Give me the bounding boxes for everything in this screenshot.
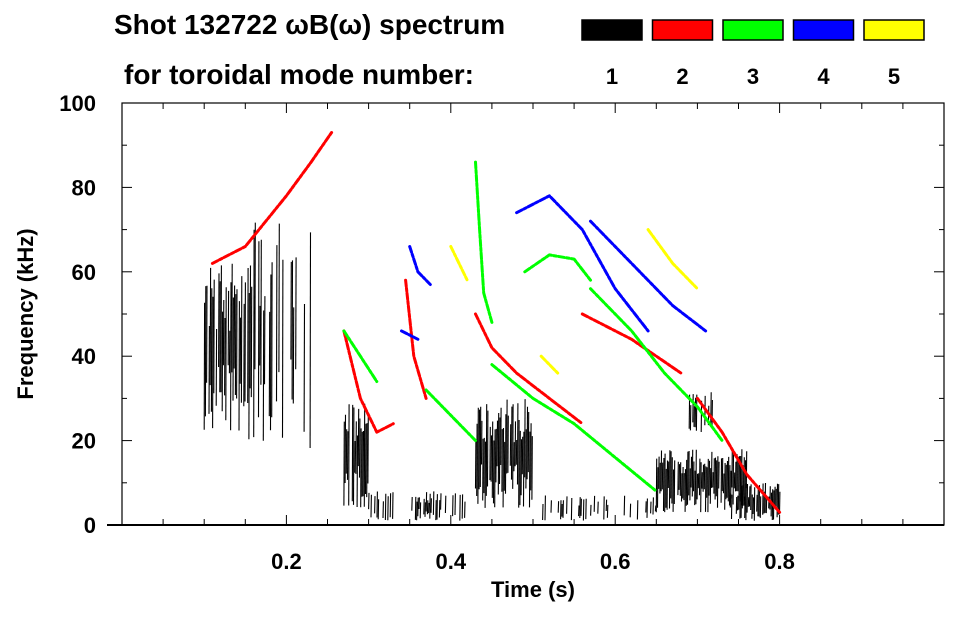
mode-2-trace bbox=[344, 331, 393, 432]
legend-swatch-mode-2 bbox=[653, 20, 713, 40]
mode-2-trace bbox=[582, 314, 681, 373]
x-tick-label: 0.4 bbox=[436, 549, 467, 574]
legend-swatch-mode-3 bbox=[723, 20, 783, 40]
chart-subtitle: for toroidal mode number: bbox=[124, 59, 474, 90]
y-tick-label: 100 bbox=[59, 91, 96, 116]
legend-label-mode-2: 2 bbox=[676, 64, 688, 89]
chart-title: Shot 132722 ωB(ω) spectrum bbox=[114, 9, 505, 40]
y-axis-label: Frequency (kHz) bbox=[13, 228, 38, 399]
y-tick-label: 60 bbox=[72, 260, 96, 285]
x-tick-label: 0.2 bbox=[271, 549, 302, 574]
mode-3-trace bbox=[591, 289, 723, 441]
spectrogram-marks bbox=[204, 133, 780, 521]
x-axis-label: Time (s) bbox=[491, 577, 575, 602]
legend-swatch-mode-1 bbox=[582, 20, 642, 40]
mode-3-trace bbox=[525, 255, 591, 280]
legend-label-mode-1: 1 bbox=[606, 64, 618, 89]
mode-3-trace bbox=[426, 390, 475, 441]
mode-4-trace bbox=[410, 247, 431, 285]
mode-5-trace bbox=[451, 247, 467, 281]
mode-5-trace bbox=[541, 356, 558, 373]
mode-2-trace bbox=[212, 133, 331, 264]
y-tick-label: 40 bbox=[72, 344, 96, 369]
legend-label-mode-5: 5 bbox=[888, 64, 900, 89]
mode-3-trace bbox=[492, 365, 656, 492]
mode-3-trace bbox=[476, 162, 492, 322]
y-tick-label: 80 bbox=[72, 175, 96, 200]
legend-label-mode-4: 4 bbox=[817, 64, 830, 89]
x-tick-label: 0.8 bbox=[764, 549, 795, 574]
legend-swatch-mode-4 bbox=[794, 20, 854, 40]
legend: 1 2 3 4 5 bbox=[582, 20, 924, 89]
legend-swatch-mode-5 bbox=[864, 20, 924, 40]
mode-2-trace bbox=[476, 314, 583, 424]
x-tick-label: 0.6 bbox=[600, 549, 631, 574]
y-tick-label: 0 bbox=[84, 513, 96, 538]
axes: 0.2 0.4 0.6 0.8 0 20 40 60 80 100 bbox=[59, 91, 944, 574]
mode-5-trace bbox=[648, 230, 697, 289]
legend-label-mode-3: 3 bbox=[747, 64, 759, 89]
y-tick-label: 20 bbox=[72, 429, 96, 454]
